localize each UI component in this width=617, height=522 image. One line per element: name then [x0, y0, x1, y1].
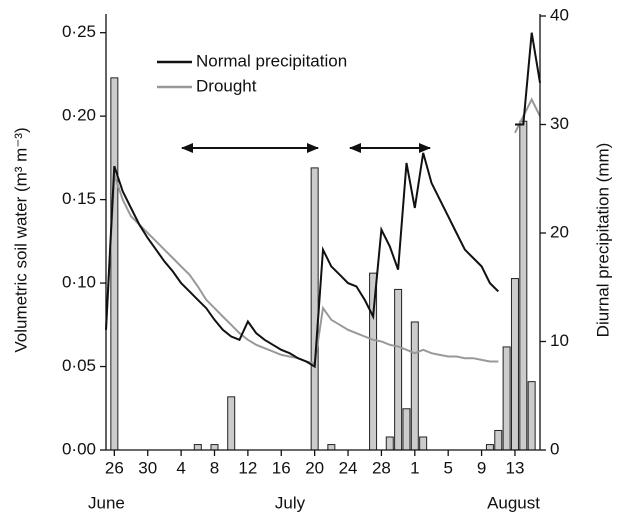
month-label: August [487, 493, 540, 512]
x-tick-label: 1 [410, 458, 419, 477]
precip-bar [193, 444, 202, 451]
precip-bar [327, 444, 336, 451]
y2-axis-title: Diurnal precipitation (mm) [593, 143, 612, 338]
x-tick-label: 30 [138, 458, 157, 477]
x-tick-label: 9 [477, 458, 486, 477]
precip-bar [502, 346, 511, 451]
month-label: July [275, 493, 306, 512]
precip-bar [510, 278, 519, 451]
precip-bar [402, 408, 411, 451]
y2-tick-label: 0 [550, 439, 559, 458]
legend-label: Drought [196, 76, 257, 95]
x-tick-label: 4 [176, 458, 185, 477]
precip-bar [410, 321, 419, 451]
x-tick-label: 8 [210, 458, 219, 477]
precip-bar [110, 77, 119, 451]
precip-bar [385, 436, 394, 451]
precip-bar [310, 167, 319, 451]
y-tick-label: 0·25 [62, 22, 96, 41]
y-tick-label: 0·05 [62, 356, 96, 375]
x-tick-label: 28 [372, 458, 391, 477]
y-tick-label: 0·20 [62, 106, 96, 125]
month-label: June [88, 493, 125, 512]
y-axis-title: Volumetric soil water (m³ m⁻³) [11, 127, 30, 352]
y2-tick-label: 30 [550, 114, 569, 133]
legend-label: Normal precipitation [196, 51, 347, 70]
x-tick-label: 20 [305, 458, 324, 477]
precip-bar [394, 288, 403, 451]
x-tick-label: 12 [238, 458, 257, 477]
precip-bar [210, 444, 219, 451]
precip-bar [485, 444, 494, 451]
precip-bar [527, 381, 536, 451]
y2-tick-label: 10 [550, 331, 569, 350]
y-tick-label: 0·10 [62, 273, 96, 292]
y-tick-label: 0·00 [62, 439, 96, 458]
series-line [105, 97, 541, 365]
x-tick-label: 5 [443, 458, 452, 477]
precip-bar [227, 396, 236, 451]
series-line [105, 32, 541, 369]
x-tick-label: 16 [272, 458, 291, 477]
y-tick-label: 0·15 [62, 189, 96, 208]
x-tick-label: 26 [105, 458, 124, 477]
y2-tick-label: 20 [550, 222, 569, 241]
x-tick-label: 13 [506, 458, 525, 477]
precip-bar [519, 120, 528, 451]
precip-bar [494, 429, 503, 451]
x-tick-label: 24 [339, 458, 358, 477]
y2-tick-label: 40 [550, 5, 569, 24]
precip-bar [419, 436, 428, 451]
